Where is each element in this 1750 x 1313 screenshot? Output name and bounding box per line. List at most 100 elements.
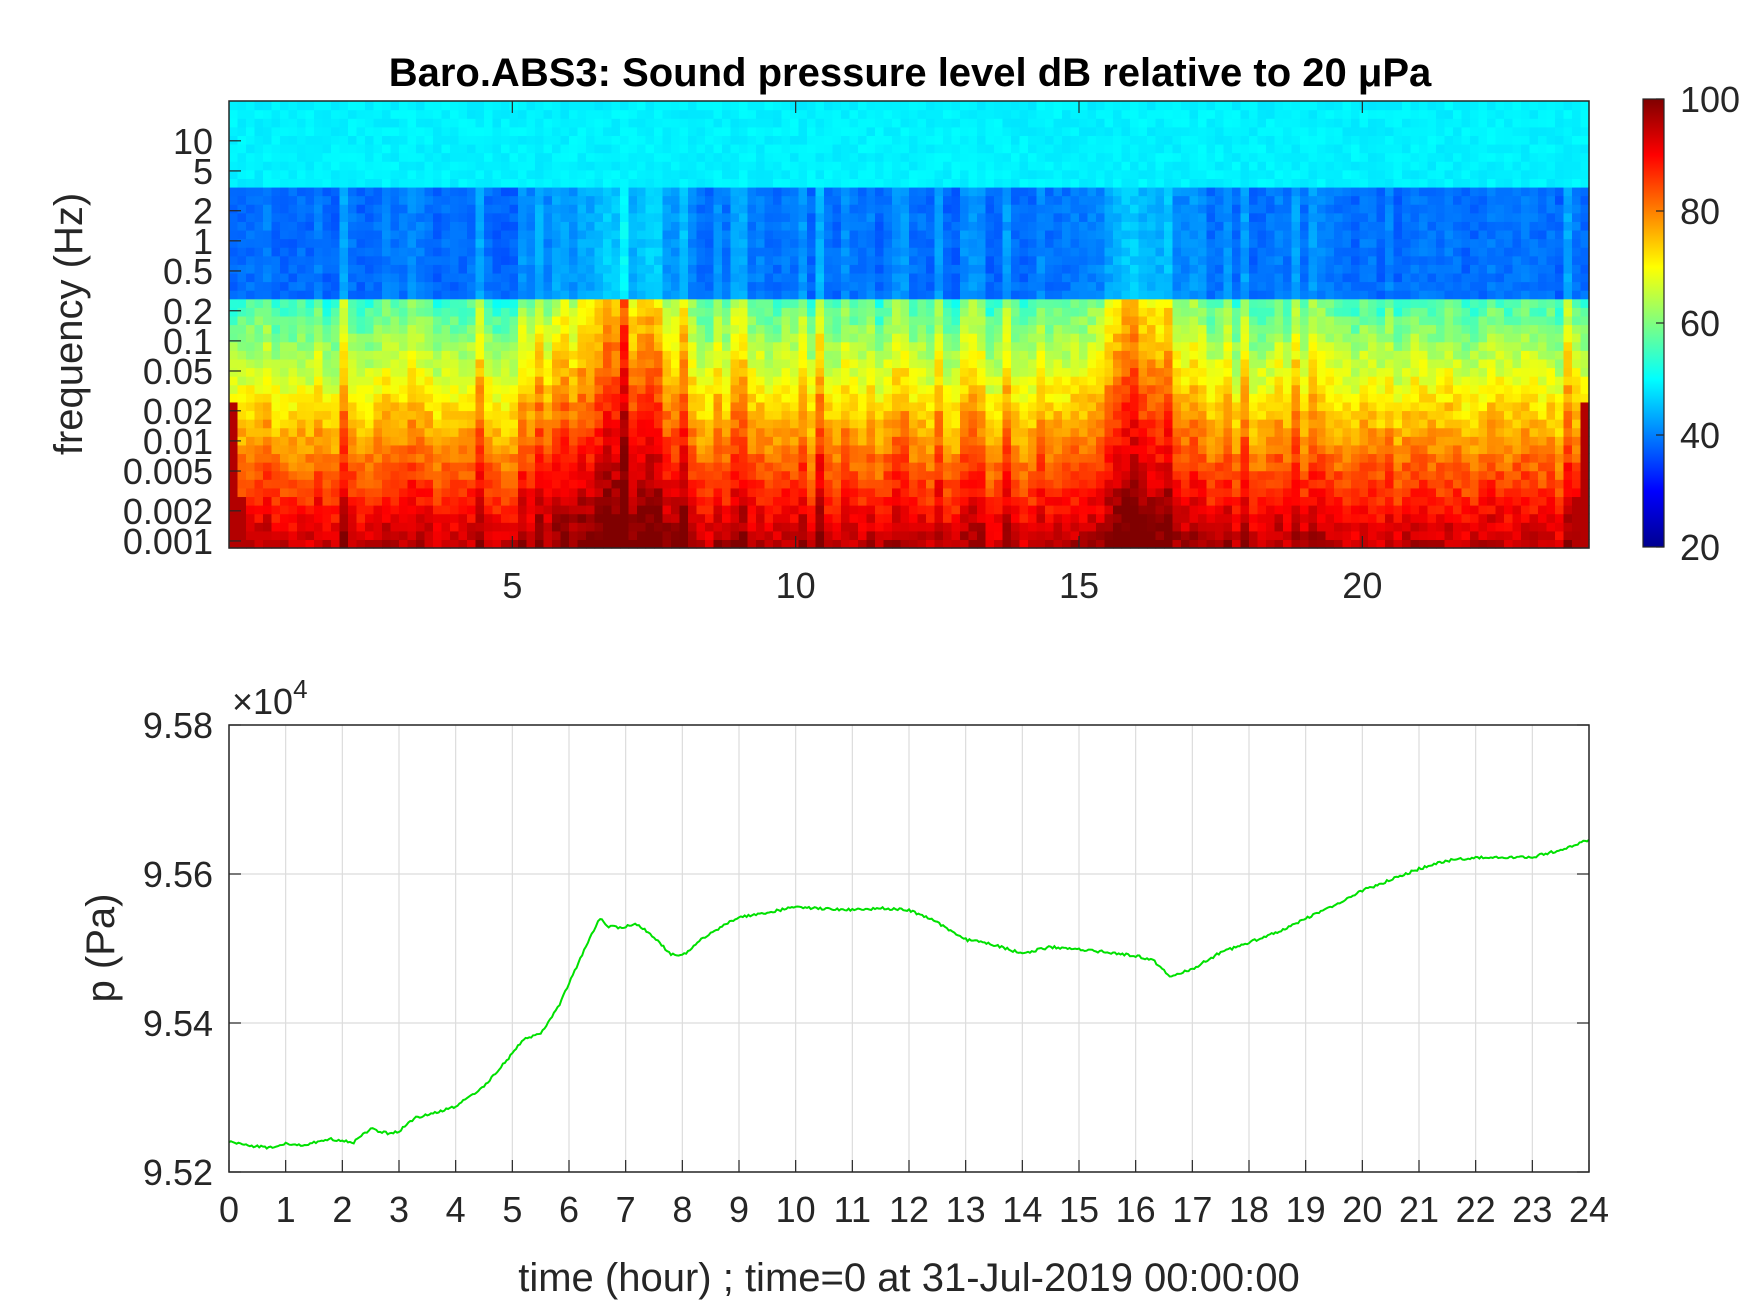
spectrogram-cell [824, 195, 834, 205]
spectrogram-cell [373, 513, 383, 523]
spectrogram-cell [739, 341, 749, 351]
spectrogram-cell [331, 204, 341, 214]
spectrogram-cell [416, 229, 426, 240]
spectrogram-cell [263, 522, 273, 532]
spectrogram-cell [441, 410, 451, 420]
spectrogram-cell [229, 462, 239, 472]
spectrogram-cell [526, 195, 536, 205]
spectrogram-cell [637, 264, 647, 274]
spectrogram-cell [645, 221, 655, 231]
spectrogram-cell [569, 307, 579, 317]
spectrogram-cell [271, 126, 281, 136]
spectrogram-cell [280, 169, 290, 179]
spectrogram-cell [764, 487, 774, 498]
spectrogram-cell [654, 333, 664, 343]
spectrogram-cell [399, 272, 409, 283]
spectrogram-cell [968, 126, 978, 136]
spectrogram-cell [773, 126, 783, 136]
spectrogram-cell [246, 333, 256, 343]
spectrogram-cell [509, 505, 519, 515]
spectrogram-cell [314, 204, 324, 214]
spectrogram-cell [254, 350, 264, 360]
spectrogram-cell [679, 264, 689, 274]
spectrogram-cell [611, 204, 621, 214]
spectrogram-cell [1036, 255, 1046, 265]
spectrogram-cell [450, 539, 460, 549]
spectrogram-cell [883, 462, 893, 472]
spectrogram-cell [339, 109, 349, 119]
spectrogram-cell [926, 393, 936, 403]
spectrogram-cell [841, 290, 851, 300]
spectrogram-cell [560, 298, 570, 308]
spectrogram-cell [314, 522, 324, 532]
spectrogram-cell [229, 315, 239, 326]
spectrogram-cell [994, 410, 1004, 420]
spectrogram-cell [1002, 238, 1012, 248]
spectrogram-cell [739, 255, 749, 265]
spectrogram-cell [654, 135, 664, 145]
spectrogram-cell [611, 169, 621, 179]
spectrogram-cell [373, 118, 383, 128]
spectrogram-cell [960, 290, 970, 300]
spectrogram-cell [263, 255, 273, 265]
spectrogram-cell [900, 487, 910, 498]
spectrogram-cell [662, 212, 672, 222]
spectrogram-cell [773, 470, 783, 480]
spectrogram-cell [985, 505, 995, 515]
spectrogram-cell [781, 178, 791, 188]
spectrogram-cell [526, 530, 536, 541]
spectrogram-cell [356, 341, 366, 351]
spectrogram-cell [577, 238, 587, 248]
spectrogram-cell [671, 333, 681, 343]
spectrogram-cell [611, 384, 621, 394]
spectrogram-cell [883, 212, 893, 222]
spectrogram-cell [943, 436, 953, 446]
spectrogram-cell [994, 315, 1004, 326]
spectrogram-cell [246, 401, 256, 412]
spectrogram-cell [781, 333, 791, 343]
spectrogram-cell [331, 255, 341, 265]
spectrogram-cell [815, 358, 825, 369]
spectrogram-cell [229, 212, 239, 222]
spectrogram-cell [271, 307, 281, 317]
spectrogram-cell [977, 221, 987, 231]
spectrogram-cell [492, 152, 502, 162]
spectrogram-cell [790, 186, 800, 197]
spectrogram-cell [960, 496, 970, 506]
spectrogram-cell [1002, 401, 1012, 412]
spectrogram-cell [773, 367, 783, 377]
spectrogram-cell [620, 126, 630, 136]
spectrogram-cell [407, 186, 417, 197]
spectrogram-cell [390, 505, 400, 515]
spectrogram-cell [229, 255, 239, 265]
spectrogram-cell [705, 126, 715, 136]
spectrogram-cell [1011, 350, 1021, 360]
spectrogram-cell [807, 333, 817, 343]
spectrogram-cell [798, 530, 808, 541]
spectrogram-cell [246, 341, 256, 351]
spectrogram-cell [637, 496, 647, 506]
spectrogram-cell [390, 410, 400, 420]
spectrogram-cell [858, 453, 868, 463]
spectrogram-cell [747, 281, 757, 291]
spectrogram-cell [424, 290, 434, 300]
spectrogram-cell [722, 307, 732, 317]
spectrogram-cell [815, 496, 825, 506]
spectrogram-cell [331, 496, 341, 506]
spectrogram-cell [960, 152, 970, 162]
spectrogram-cell [841, 462, 851, 472]
spectrogram-cell [756, 247, 766, 257]
spectrogram-cell [314, 255, 324, 265]
spectrogram-cell [314, 264, 324, 274]
spectrogram-cell [552, 101, 562, 111]
spectrogram-cell [339, 384, 349, 394]
spectrogram-cell [611, 229, 621, 240]
spectrogram-cell [934, 487, 944, 498]
spectrogram-cell [382, 358, 392, 369]
spectrogram-cell [951, 264, 961, 274]
spectrogram-cell [1028, 118, 1038, 128]
spectrogram-cell [841, 324, 851, 334]
spectrogram-cell [688, 204, 698, 214]
spectrogram-cell [637, 169, 647, 179]
spectrogram-cell [399, 178, 409, 188]
